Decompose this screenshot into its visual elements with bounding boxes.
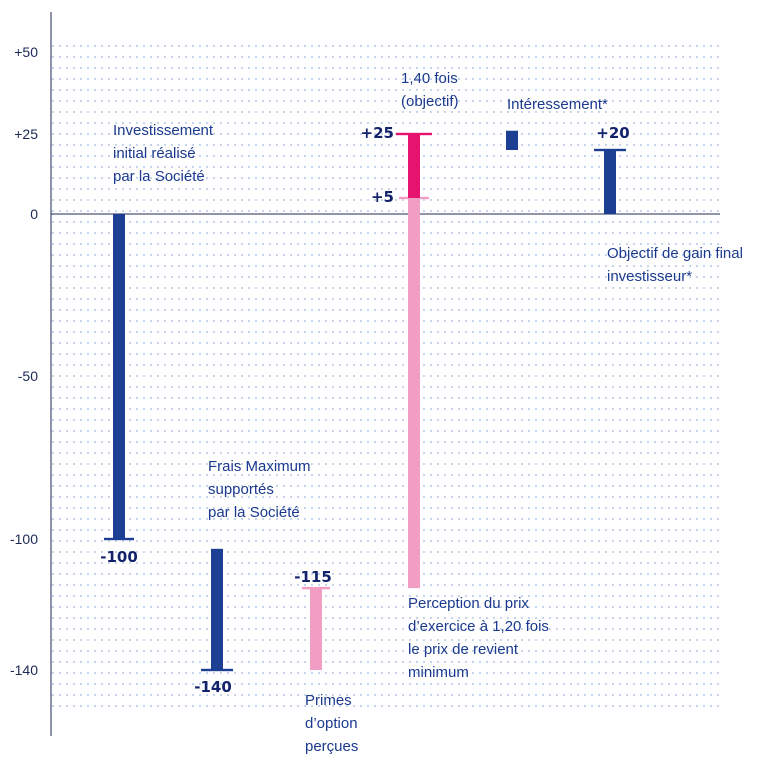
annotation-line: minimum xyxy=(408,664,469,681)
annotation-objectif-140: 1,40 fois (objectif) xyxy=(401,70,459,110)
y-tick-label: -140 xyxy=(10,662,38,678)
annotation-line: Objectif de gain final xyxy=(607,245,743,262)
value-label-objectif-140: +25 xyxy=(361,124,394,142)
annotation-line: Intéressement* xyxy=(507,96,608,113)
bar-cap-frais xyxy=(201,668,233,672)
value-label-primes: -115 xyxy=(294,568,332,586)
value-label-frais: -140 xyxy=(194,678,232,696)
value-label-perception: +5 xyxy=(371,188,394,206)
annotation-line: investisseur* xyxy=(607,268,692,285)
annotation-line: Primes xyxy=(305,692,352,709)
annotation-line: par la Société xyxy=(208,504,300,521)
bar-objectif-140 xyxy=(408,134,420,198)
annotation-line: initial réalisé xyxy=(113,145,196,162)
annotation-line: par la Société xyxy=(113,168,205,185)
axes xyxy=(50,12,720,736)
annotation-investissement: Investissement initial réalisé par la Soci… xyxy=(113,122,214,185)
annotation-frais: Frais Maximum supportés par la Société xyxy=(208,458,311,521)
annotation-primes: Primes d’option perçues xyxy=(305,692,358,755)
bar-cap-gain-final xyxy=(594,148,626,152)
value-labels: -100 -140 -115 +5 +25 +20 xyxy=(100,124,630,696)
bar-cap-objectif-140 xyxy=(396,132,432,136)
annotation-line: Frais Maximum xyxy=(208,458,311,475)
annotation-line: supportés xyxy=(208,481,274,498)
bar-cap-primes xyxy=(302,586,330,590)
y-tick-labels: +50 +25 0 -50 -100 -140 xyxy=(10,44,38,678)
y-tick-label: -50 xyxy=(18,368,38,384)
y-tick-label: +25 xyxy=(14,126,38,142)
annotation-line: d’option xyxy=(305,715,358,732)
annotation-gain-final: Objectif de gain final investisseur* xyxy=(607,245,743,285)
annotation-line: d’exercice à 1,20 fois xyxy=(408,618,549,635)
annotation-line: Perception du prix xyxy=(408,595,529,612)
annotation-line: Investissement xyxy=(113,122,214,139)
bar-gain-final xyxy=(604,150,616,214)
bar-investissement xyxy=(113,214,125,539)
annotation-line: (objectif) xyxy=(401,93,459,110)
bar-frais xyxy=(211,548,223,670)
value-label-investissement: -100 xyxy=(100,548,138,566)
bars xyxy=(104,130,626,672)
y-tick-label: -100 xyxy=(10,531,38,547)
annotation-line: 1,40 fois xyxy=(401,70,458,87)
bar-primes xyxy=(310,588,322,670)
y-tick-label: 0 xyxy=(30,206,38,222)
bar-cap-investissement xyxy=(104,537,134,541)
bar-perception xyxy=(408,198,420,589)
value-label-gain-final: +20 xyxy=(596,124,629,142)
annotation-line: perçues xyxy=(305,738,358,755)
bar-interessement xyxy=(506,130,518,150)
y-tick-label: +50 xyxy=(14,44,38,60)
annotation-interessement: Intéressement* xyxy=(507,96,608,113)
annotation-line: le prix de revient xyxy=(408,641,519,658)
annotation-perception: Perception du prix d’exercice à 1,20 fois… xyxy=(408,595,549,681)
annotations: Investissement initial réalisé par la Soci… xyxy=(113,70,743,755)
